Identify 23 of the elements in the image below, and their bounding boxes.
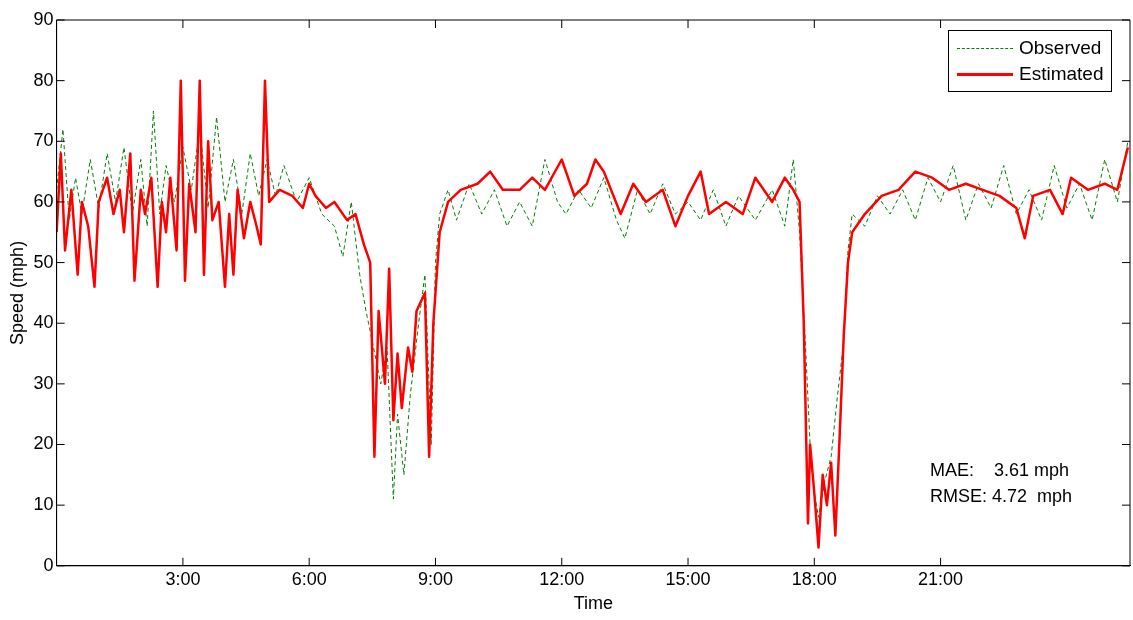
y-tick-label: 10	[33, 494, 54, 515]
legend-label: Estimated	[1019, 63, 1104, 85]
y-tick-label: 90	[33, 8, 54, 29]
x-tick-label: 15:00	[665, 568, 711, 589]
y-tick-label: 20	[33, 433, 54, 454]
x-tick-label: 21:00	[918, 568, 964, 589]
x-tick-label: 9:00	[417, 568, 453, 589]
x-tick-label: 12:00	[539, 568, 585, 589]
x-axis-title: Time	[573, 593, 613, 614]
y-tick-label: 80	[33, 69, 54, 90]
legend-label: Observed	[1019, 37, 1102, 59]
x-tick-label: 6:00	[291, 568, 327, 589]
y-tick-label: 0	[43, 554, 54, 575]
x-tick-label: 3:00	[165, 568, 201, 589]
y-tick-label: 30	[33, 372, 54, 393]
y-tick-label: 50	[33, 251, 54, 272]
y-tick-label: 70	[33, 130, 54, 151]
x-tick-label: 18:00	[791, 568, 837, 589]
y-tick-label: 60	[33, 190, 54, 211]
annotation: RMSE: 4.72 mph	[930, 485, 1073, 506]
annotation: MAE: 3.61 mph	[930, 459, 1070, 480]
y-axis-title: Speed (mph)	[6, 240, 27, 345]
y-tick-label: 40	[33, 312, 54, 333]
